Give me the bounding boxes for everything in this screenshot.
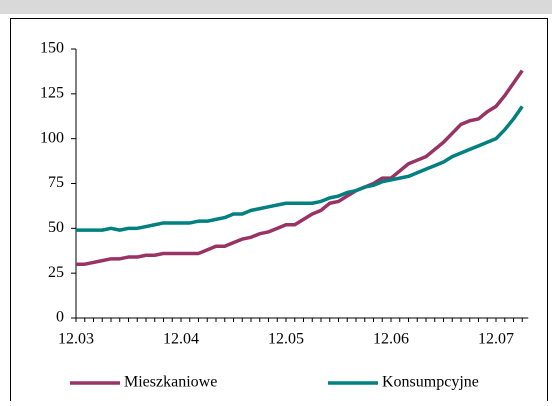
y-tick-label: 0: [56, 309, 64, 326]
x-tick-label: 12.07: [478, 331, 514, 348]
series-line: [76, 69, 524, 266]
header-strip: [0, 0, 552, 14]
x-tick-label: 12.04: [163, 331, 199, 348]
y-tick-label: 75: [48, 174, 64, 191]
y-tick-label: 100: [40, 129, 64, 146]
x-tick-label: 12.06: [373, 331, 409, 348]
legend-label: Konsumpcyjne: [382, 374, 479, 391]
chart-frame: [10, 18, 548, 406]
x-tick-label: 12.03: [58, 331, 94, 348]
y-tick-label: 25: [48, 264, 64, 281]
y-tick-label: 125: [40, 85, 64, 102]
series-line: [76, 105, 524, 232]
x-tick-label: 12.05: [268, 331, 304, 348]
y-tick-label: 150: [40, 40, 64, 57]
y-tick-label: 50: [48, 219, 64, 236]
legend-label: Mieszkaniowe: [124, 374, 217, 391]
